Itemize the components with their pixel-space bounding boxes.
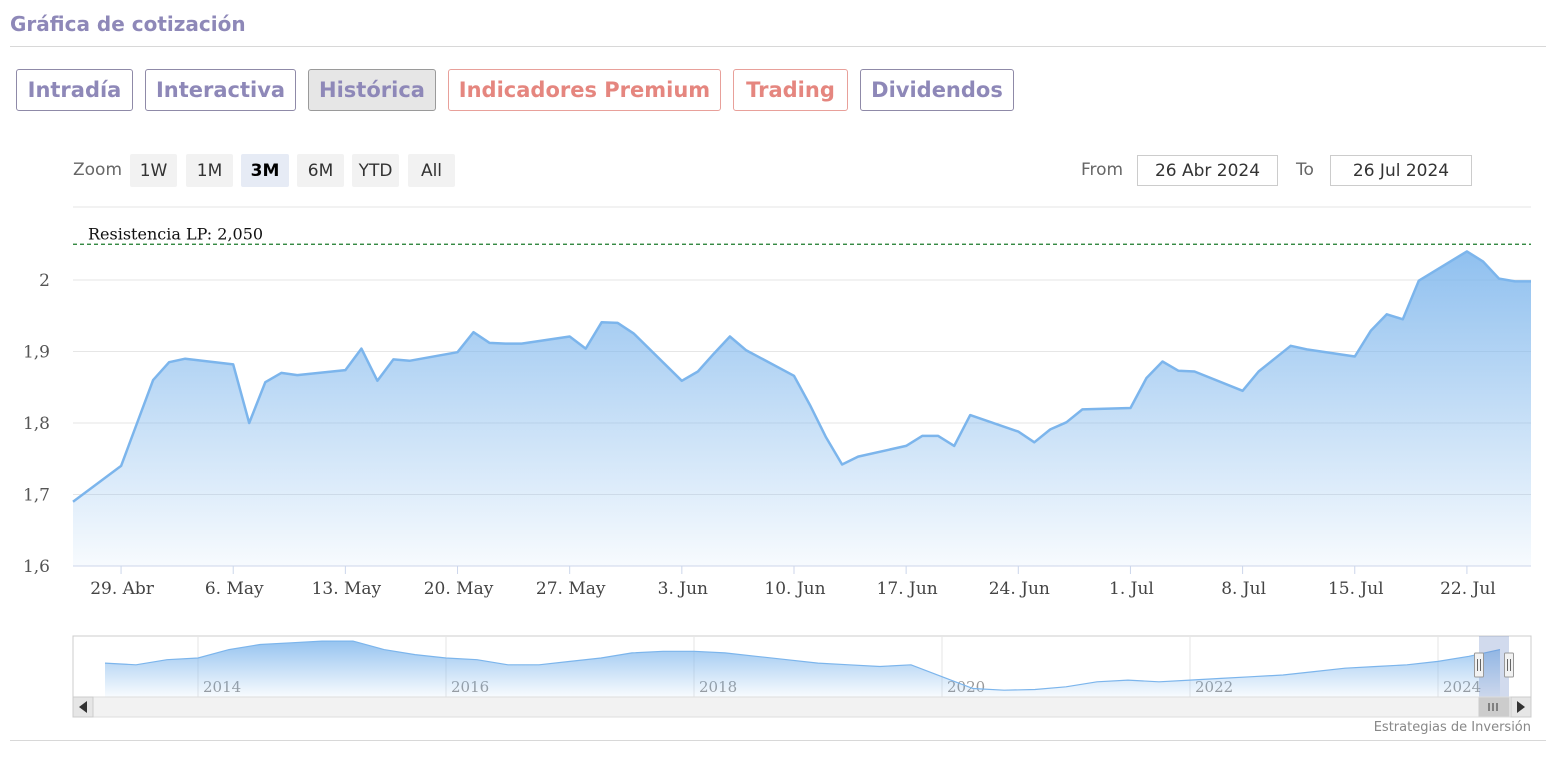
x-axis-labels: 29. Abr 6. May 13. May 20. May 27. May 3. Jun… xyxy=(90,566,1496,599)
resistance-label: Resistencia LP: 2,050 xyxy=(88,224,263,243)
title-divider xyxy=(10,46,1546,47)
x-tick-label: 8. Jul xyxy=(1221,579,1266,599)
zoom-6m-button[interactable]: 6M xyxy=(297,154,344,187)
y-tick-label: 1,9 xyxy=(23,343,50,363)
main-grid xyxy=(73,206,1531,567)
x-tick-label: 24. Jun xyxy=(989,579,1050,599)
navigator-line xyxy=(104,640,1501,691)
y-axis-labels: 1,6 1,7 1,8 1,9 2 xyxy=(23,271,50,577)
x-tick-label: 22. Jul xyxy=(1440,579,1496,599)
navigator-area xyxy=(105,641,1500,697)
scrollbar-track xyxy=(72,696,1532,718)
x-tick-label: 20. May xyxy=(424,579,494,599)
scrollbar-right-button xyxy=(1510,696,1532,718)
section-title: Gráfica de cotización xyxy=(10,12,246,36)
from-date-input[interactable]: 26 Abr 2024 xyxy=(1137,155,1278,186)
navigator-year-label: 2016 xyxy=(451,678,489,696)
to-label: To xyxy=(1296,160,1314,180)
y-tick-label: 1,7 xyxy=(23,486,50,506)
bottom-divider xyxy=(10,740,1546,741)
navigator-handle xyxy=(1504,652,1514,678)
navigator-selection xyxy=(1479,636,1509,697)
scroll-right-arrow-icon xyxy=(1517,701,1525,713)
x-tick-label: 29. Abr xyxy=(90,579,155,599)
navigator-year-label: 2022 xyxy=(1195,678,1233,696)
tab-interactiva[interactable]: Interactiva xyxy=(145,69,296,111)
x-tick-label: 6. May xyxy=(205,579,264,599)
navigator-year-label: 2020 xyxy=(947,678,985,696)
main-plot xyxy=(72,250,1531,567)
x-tick-label: 1. Jul xyxy=(1109,579,1154,599)
x-tick-label: 10. Jun xyxy=(764,579,825,599)
x-tick-label: 3. Jun xyxy=(658,579,708,599)
resistance-line: Resistencia LP: 2,050 xyxy=(73,224,1531,245)
y-tick-label: 1,8 xyxy=(23,414,50,434)
x-tick-label: 15. Jul xyxy=(1328,579,1384,599)
tab-intradia[interactable]: Intradía xyxy=(16,69,133,111)
tab-trading[interactable]: Trading xyxy=(733,69,848,111)
y-tick-label: 1,6 xyxy=(23,557,50,577)
navigator-handle xyxy=(1474,652,1484,678)
tab-dividendos[interactable]: Dividendos xyxy=(860,69,1014,111)
y-tick-label: 2 xyxy=(39,271,50,291)
zoom-all-button[interactable]: All xyxy=(408,154,455,187)
x-tick-label: 17. Jun xyxy=(877,579,938,599)
tab-historica[interactable]: Histórica xyxy=(308,69,436,111)
navigator-year-label: 2018 xyxy=(699,678,737,696)
navigator-year-label: 2014 xyxy=(203,678,241,696)
zoom-1w-button[interactable]: 1W xyxy=(130,154,177,187)
navigator-year-label: 2024 xyxy=(1443,678,1481,696)
navigator: 2014 2016 2018 2020 2022 2024 xyxy=(72,635,1532,718)
price-area xyxy=(73,251,1531,566)
scrollbar-left-button xyxy=(72,696,94,718)
zoom-3m-button[interactable]: 3M xyxy=(241,154,289,187)
navigator-frame xyxy=(72,635,1532,698)
zoom-1m-button[interactable]: 1M xyxy=(186,154,233,187)
from-label: From xyxy=(1081,160,1124,180)
scroll-left-arrow-icon xyxy=(79,701,87,713)
scrollbar-thumb xyxy=(1478,697,1510,717)
to-date-input[interactable]: 26 Jul 2024 xyxy=(1330,155,1472,186)
price-line xyxy=(72,250,1531,503)
x-tick-label: 27. May xyxy=(536,579,606,599)
zoom-ytd-button[interactable]: YTD xyxy=(352,154,399,187)
tab-indicadores-premium[interactable]: Indicadores Premium xyxy=(448,69,721,111)
credits-link[interactable]: Estrategias de Inversión xyxy=(1373,720,1531,735)
x-tick-label: 13. May xyxy=(312,579,382,599)
zoom-label: Zoom xyxy=(73,160,123,180)
